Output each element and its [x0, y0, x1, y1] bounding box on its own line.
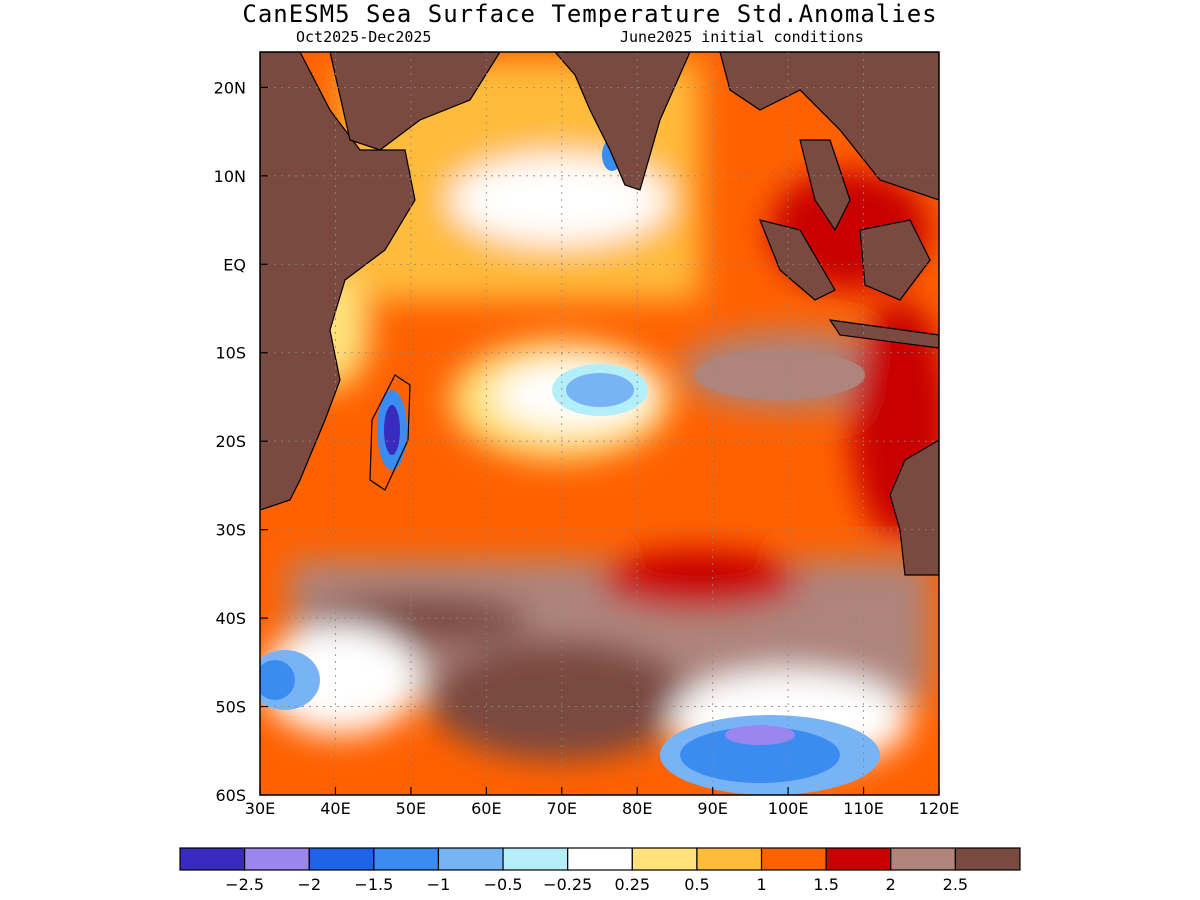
- colorbar-swatch: [760, 847, 827, 871]
- malay-land: [799, 139, 851, 232]
- colorbar-label: −0.25: [543, 875, 592, 894]
- colorbar-swatch: [179, 847, 246, 871]
- colorbar-swatch: [502, 847, 569, 871]
- colorbar-label: 1.5: [813, 875, 838, 894]
- java-land: [828, 319, 939, 349]
- africa-land: [260, 52, 416, 511]
- colorbar-label: −1: [427, 875, 451, 894]
- colorbar-swatch: [954, 847, 1021, 871]
- core-east-brown: [695, 350, 865, 400]
- colorbar-swatch: [308, 847, 375, 871]
- colorbar-label: 0.5: [684, 875, 709, 894]
- x-tick-label: 70E: [547, 799, 577, 818]
- x-tick-label: 30E: [245, 799, 275, 818]
- colorbar-label: 0.25: [614, 875, 650, 894]
- colorbar-swatch: [437, 847, 504, 871]
- india-land: [554, 52, 691, 191]
- core-southeast-cool-mid: [680, 727, 840, 783]
- map-area: [260, 52, 939, 795]
- anomaly-field-south-red: [600, 550, 800, 610]
- x-tick-label: 60E: [471, 799, 501, 818]
- x-tick-label: 100E: [768, 799, 809, 818]
- y-axis: 20N 10N EQ 10S 20S 30S 40S 50S 60S: [214, 78, 268, 805]
- y-tick-label: 30S: [215, 521, 246, 540]
- x-axis: 30E 40E 50E 60E 70E 80E 90E 100E 110E 120E: [245, 787, 960, 818]
- y-tick-label: 20N: [214, 78, 246, 97]
- anomaly-field-warm-arabian: [450, 155, 670, 245]
- y-tick-label: EQ: [223, 255, 246, 274]
- x-tick-label: 40E: [320, 799, 350, 818]
- southeast-asia-land: [719, 52, 939, 201]
- y-tick-label: 50S: [215, 698, 246, 717]
- colorbar-label: −1.5: [354, 875, 393, 894]
- core-southeast-cool-inner: [725, 725, 795, 745]
- y-tick-label: 10N: [214, 167, 246, 186]
- colorbar-label: 2: [886, 875, 896, 894]
- sumatra-land: [759, 219, 836, 301]
- x-tick-label: 50E: [396, 799, 426, 818]
- y-tick-label: 60S: [215, 786, 246, 805]
- colorbar-swatch: [890, 847, 956, 871]
- colorbar-label: −2.5: [225, 875, 264, 894]
- x-tick-label: 120E: [919, 799, 960, 818]
- arabia-land: [329, 52, 501, 151]
- anomaly-cores: [260, 139, 934, 795]
- colorbar-label: 1: [756, 875, 766, 894]
- anomaly-field: [260, 60, 939, 770]
- y-tick-label: 10S: [215, 344, 246, 363]
- australia-land: [889, 439, 939, 576]
- x-tick-label: 90E: [697, 799, 727, 818]
- borneo-land: [859, 219, 931, 301]
- chart-subtitle-init: June2025 initial conditions: [620, 28, 864, 46]
- anomaly-field-southwest-white: [260, 625, 420, 735]
- y-tick-label: 40S: [215, 609, 246, 628]
- core-southwest-cool-inner: [260, 660, 295, 700]
- chart-subtitle-period: Oct2025-Dec2025: [296, 28, 432, 46]
- x-tick-label: 80E: [622, 799, 652, 818]
- colorbar: −2.5 −2 −1.5 −1 −0.5 −0.25 0.25 0.5 1 1.5 2 2.5: [179, 847, 1021, 894]
- colorbar-label: −0.5: [484, 875, 523, 894]
- colorbar-swatch: [825, 847, 892, 871]
- colorbar-swatch: [244, 847, 310, 871]
- colorbar-label: −2: [297, 875, 321, 894]
- madagascar-land: [369, 374, 411, 491]
- colorbar-swatch: [696, 847, 763, 871]
- colorbar-label: 2.5: [943, 875, 968, 894]
- core-madagascar-cool-inner: [384, 405, 400, 455]
- chart-title: CanESM5 Sea Surface Temperature Std.Anom…: [242, 0, 938, 28]
- colorbar-swatch: [631, 847, 698, 871]
- colorbar-swatch: [373, 847, 440, 871]
- land-masses: [260, 52, 939, 576]
- map-frame: [259, 51, 940, 796]
- colorbar-swatch: [567, 847, 633, 871]
- x-tick-label: 110E: [843, 799, 884, 818]
- y-tick-label: 20S: [215, 432, 246, 451]
- anomaly-field-south-brown-a: [430, 640, 690, 760]
- gridlines: [260, 52, 939, 795]
- core-central-cool-inner: [566, 373, 634, 407]
